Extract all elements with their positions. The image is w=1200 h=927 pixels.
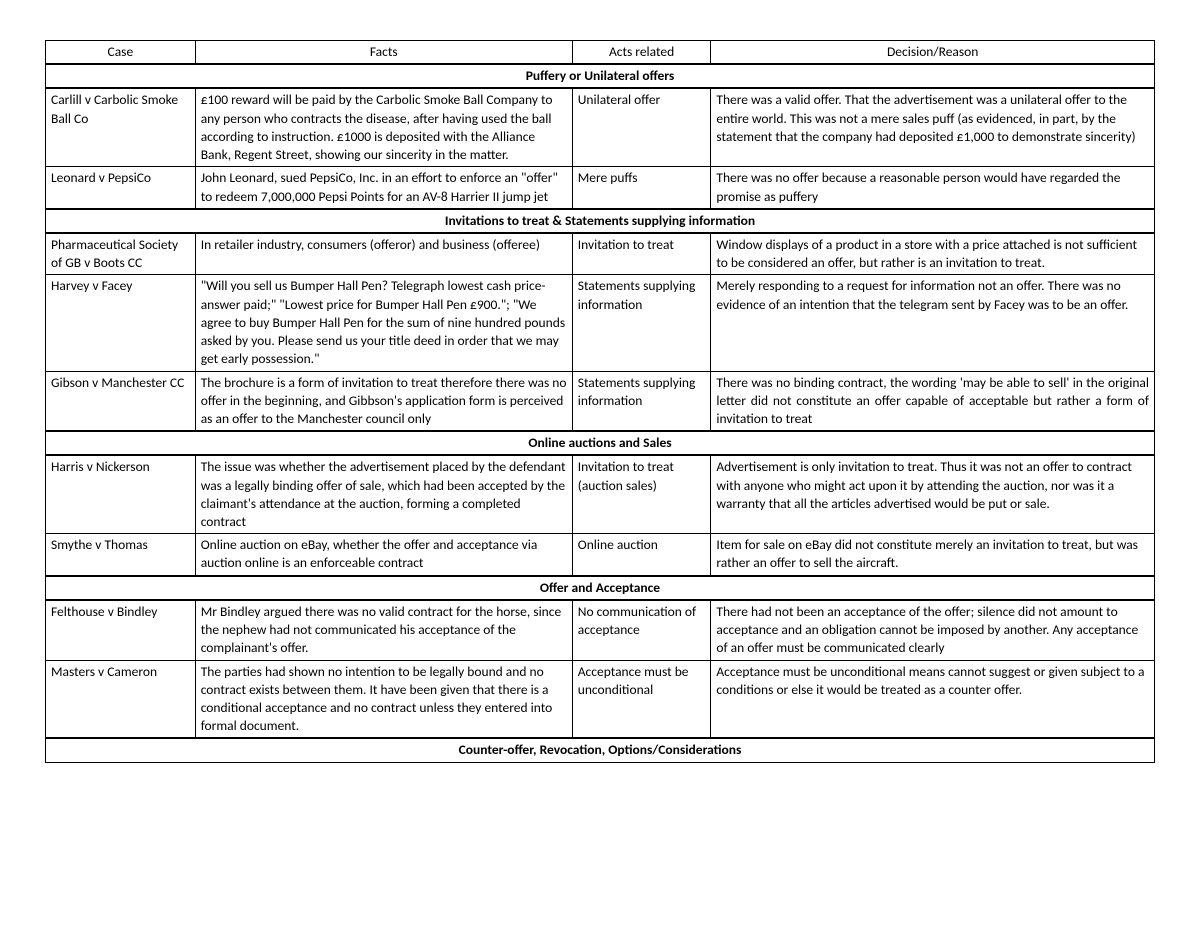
cell-facts: Mr Bindley argued there was no valid con… bbox=[195, 600, 572, 660]
cell-case: Gibson v Manchester CC bbox=[46, 371, 196, 431]
cell-decision: There was no binding contract, the wordi… bbox=[711, 371, 1155, 431]
cell-case: Felthouse v Bindley bbox=[46, 600, 196, 660]
table-row: Harvey v Facey"Will you sell us Bumper H… bbox=[46, 275, 1155, 371]
col-header-case: Case bbox=[46, 41, 196, 65]
cell-decision: There was a valid offer. That the advert… bbox=[711, 88, 1155, 166]
cell-case: Masters v Cameron bbox=[46, 660, 196, 738]
section-title: Online auctions and Sales bbox=[46, 431, 1155, 455]
cell-case: Harvey v Facey bbox=[46, 275, 196, 371]
cell-facts: The brochure is a form of invitation to … bbox=[195, 371, 572, 431]
cell-decision: Advertisement is only invitation to trea… bbox=[711, 455, 1155, 533]
cell-acts: Acceptance must be unconditional bbox=[572, 660, 711, 738]
col-header-acts: Acts related bbox=[572, 41, 711, 65]
section-header-row: Puffery or Unilateral offers bbox=[46, 64, 1155, 88]
cell-case: Smythe v Thomas bbox=[46, 534, 196, 576]
case-law-table: CaseFactsActs relatedDecision/ReasonPuff… bbox=[45, 40, 1155, 763]
cell-acts: Invitation to treat bbox=[572, 233, 711, 275]
section-title: Counter-offer, Revocation, Options/Consi… bbox=[46, 738, 1155, 762]
cell-facts: The parties had shown no intention to be… bbox=[195, 660, 572, 738]
cell-acts: Mere puffs bbox=[572, 167, 711, 209]
col-header-facts: Facts bbox=[195, 41, 572, 65]
col-header-decision: Decision/Reason bbox=[711, 41, 1155, 65]
cell-decision: Merely responding to a request for infor… bbox=[711, 275, 1155, 371]
table-header-row: CaseFactsActs relatedDecision/Reason bbox=[46, 41, 1155, 65]
cell-case: Carlill v Carbolic Smoke Ball Co bbox=[46, 88, 196, 166]
table-row: Gibson v Manchester CCThe brochure is a … bbox=[46, 371, 1155, 431]
cell-case: Leonard v PepsiCo bbox=[46, 167, 196, 209]
cell-acts: Unilateral offer bbox=[572, 88, 711, 166]
table-row: Smythe v ThomasOnline auction on eBay, w… bbox=[46, 534, 1155, 576]
table-row: Carlill v Carbolic Smoke Ball Co£100 rew… bbox=[46, 88, 1155, 166]
cell-acts: Statements supplying information bbox=[572, 275, 711, 371]
cell-acts: Online auction bbox=[572, 534, 711, 576]
cell-acts: Statements supplying information bbox=[572, 371, 711, 431]
cell-acts: Invitation to treat (auction sales) bbox=[572, 455, 711, 533]
cell-decision: There was no offer because a reasonable … bbox=[711, 167, 1155, 209]
section-title: Puffery or Unilateral offers bbox=[46, 64, 1155, 88]
cell-facts: John Leonard, sued PepsiCo, Inc. in an e… bbox=[195, 167, 572, 209]
cell-decision: Window displays of a product in a store … bbox=[711, 233, 1155, 275]
cell-facts: "Will you sell us Bumper Hall Pen? Teleg… bbox=[195, 275, 572, 371]
section-title: Offer and Acceptance bbox=[46, 576, 1155, 600]
table-row: Felthouse v BindleyMr Bindley argued the… bbox=[46, 600, 1155, 660]
cell-decision: There had not been an acceptance of the … bbox=[711, 600, 1155, 660]
cell-decision: Acceptance must be unconditional means c… bbox=[711, 660, 1155, 738]
section-title: Invitations to treat & Statements supply… bbox=[46, 209, 1155, 233]
cell-case: Pharmaceutical Society of GB v Boots CC bbox=[46, 233, 196, 275]
cell-case: Harris v Nickerson bbox=[46, 455, 196, 533]
cell-acts: No communication of acceptance bbox=[572, 600, 711, 660]
cell-facts: The issue was whether the advertisement … bbox=[195, 455, 572, 533]
table-row: Pharmaceutical Society of GB v Boots CCI… bbox=[46, 233, 1155, 275]
cell-facts: Online auction on eBay, whether the offe… bbox=[195, 534, 572, 576]
cell-decision: Item for sale on eBay did not constitute… bbox=[711, 534, 1155, 576]
section-header-row: Counter-offer, Revocation, Options/Consi… bbox=[46, 738, 1155, 762]
section-header-row: Online auctions and Sales bbox=[46, 431, 1155, 455]
cell-facts: In retailer industry, consumers (offeror… bbox=[195, 233, 572, 275]
table-row: Leonard v PepsiCoJohn Leonard, sued Peps… bbox=[46, 167, 1155, 209]
table-row: Harris v NickersonThe issue was whether … bbox=[46, 455, 1155, 533]
table-row: Masters v CameronThe parties had shown n… bbox=[46, 660, 1155, 738]
section-header-row: Invitations to treat & Statements supply… bbox=[46, 209, 1155, 233]
section-header-row: Offer and Acceptance bbox=[46, 576, 1155, 600]
cell-facts: £100 reward will be paid by the Carbolic… bbox=[195, 88, 572, 166]
